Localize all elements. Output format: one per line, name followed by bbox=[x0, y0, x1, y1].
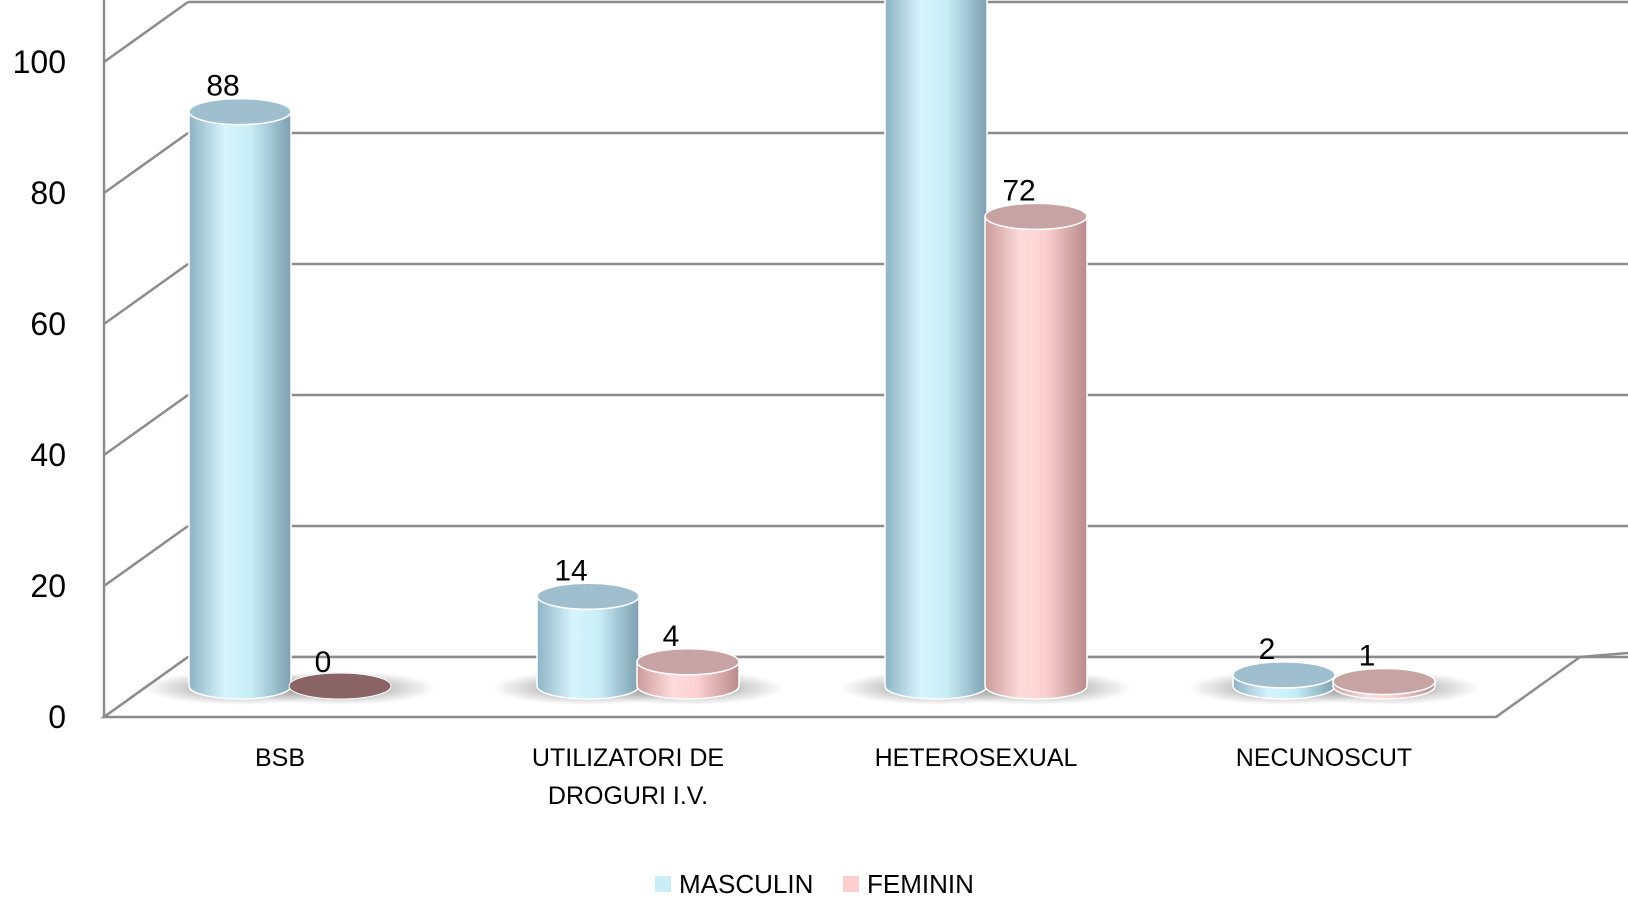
bar-feminin bbox=[984, 202, 1088, 700]
y-tick-label: 80 bbox=[30, 175, 66, 211]
data-label: 72 bbox=[1002, 174, 1035, 207]
bar-feminin bbox=[288, 672, 392, 700]
bar-masculin bbox=[884, 0, 988, 700]
bar-masculin bbox=[1232, 661, 1336, 700]
data-label: 0 bbox=[315, 646, 332, 679]
x-tick-label: UTILIZATORI DE bbox=[532, 744, 724, 772]
gridline-connector bbox=[103, 0, 189, 64]
y-tick-label: 100 bbox=[13, 44, 66, 80]
x-tick-label: NECUNOSCUT bbox=[1236, 744, 1412, 772]
x-tick-label: BSB bbox=[255, 744, 305, 772]
data-label: 1 bbox=[1359, 639, 1376, 672]
bar-feminin bbox=[1332, 667, 1436, 700]
data-label: 14 bbox=[554, 554, 587, 587]
legend-swatch bbox=[655, 876, 671, 892]
y-tick-label: 60 bbox=[30, 306, 66, 342]
gridline-connector bbox=[103, 524, 189, 588]
x-tick-label: DROGURI I.V. bbox=[548, 782, 708, 810]
gridline-connector bbox=[103, 262, 189, 326]
bar-feminin bbox=[636, 648, 740, 700]
legend-label: FEMININ bbox=[867, 869, 974, 899]
data-label: 2 bbox=[1259, 633, 1276, 666]
floor-edge bbox=[1579, 651, 1628, 659]
gridline-connector bbox=[103, 393, 189, 457]
x-tick-label: HETEROSEXUAL bbox=[875, 744, 1078, 772]
gridline-connector bbox=[103, 131, 189, 195]
y-tick-label: 20 bbox=[30, 568, 66, 604]
y-tick-label: 40 bbox=[30, 437, 66, 473]
data-label: 4 bbox=[663, 620, 680, 653]
bar-masculin bbox=[188, 97, 292, 700]
bar-masculin bbox=[536, 582, 640, 700]
legend-label: MASCULIN bbox=[679, 869, 813, 899]
legend-swatch bbox=[843, 876, 859, 892]
y-tick-label: 0 bbox=[48, 699, 66, 735]
data-label: 88 bbox=[206, 70, 239, 103]
